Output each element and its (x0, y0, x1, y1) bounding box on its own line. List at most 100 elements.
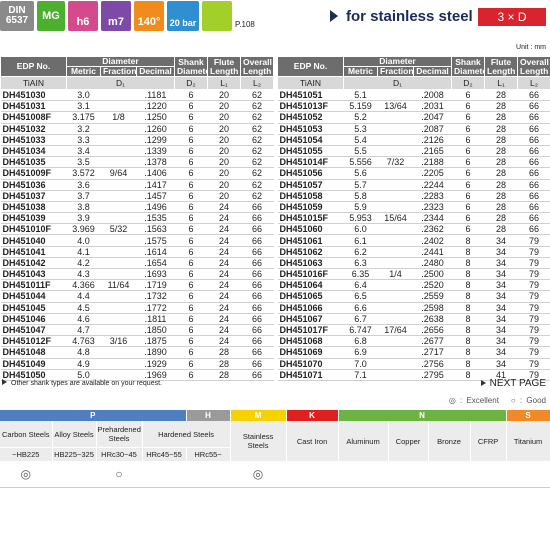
data-cell: 5.5 (343, 145, 378, 158)
data-cell: 6.4 (343, 279, 378, 292)
data-cell: 5.2 (343, 111, 378, 124)
data-row: DH451010F 3.969 5/32.1563 6 24 66 (0, 223, 274, 236)
ratio-badge: 3 × D (478, 8, 546, 26)
data-cell (377, 346, 414, 359)
data-cell: 3.6 (66, 179, 101, 191)
data-row: DH451033 3.3 .1299 6 20 62 (0, 134, 274, 146)
data-cell (377, 313, 414, 325)
data-row: DH451071 7.1 .2795 8 41 79 (277, 369, 550, 381)
data-row: DH451011F 4.366 11/64.1719 6 24 66 (0, 279, 274, 292)
data-cell: .1535 (136, 212, 175, 225)
data-cell: .1496 (136, 201, 175, 214)
data-cell: 79 (517, 346, 550, 359)
data-cell: 20 (207, 89, 241, 102)
data-cell: 3.1 (66, 100, 101, 113)
data-cell: .2344 (413, 212, 452, 225)
data-cell: 5.9 (343, 201, 378, 214)
data-cell: DH451034 (0, 145, 67, 158)
data-cell: 34 (484, 279, 518, 292)
data-cell: DH451066 (277, 302, 344, 314)
data-cell: DH451053 (277, 123, 344, 135)
hardness: HB225~325 (52, 447, 97, 461)
data-cell: .2500 (413, 268, 452, 281)
group-cell: H (186, 410, 231, 421)
data-cell: 5.0 (66, 369, 101, 381)
data-cell: .1250 (136, 111, 175, 124)
data-cell (100, 179, 137, 191)
data-cell: DH451016F (277, 268, 344, 281)
data-cell (100, 134, 137, 146)
data-cell: DH451044 (0, 290, 67, 303)
data-cell: 3.3 (66, 134, 101, 146)
data-cell: DH451009F (0, 167, 67, 180)
data-cell: 20 (207, 145, 241, 158)
data-cell: 6 (174, 111, 208, 124)
data-cell: .1299 (136, 134, 175, 146)
data-row: DH451016F 6.35 1/4.2500 8 34 79 (277, 268, 550, 281)
data-cell (100, 156, 137, 169)
legend: ◎ : Excellent ○ : Good (437, 396, 546, 405)
data-cell: 66 (240, 279, 274, 292)
data-cell: 66 (240, 268, 274, 281)
data-cell: .2677 (413, 335, 452, 348)
hardness-row: ~HB225 HB225~325 HRc30~45 HRc45~55 HRc55~ (0, 447, 550, 461)
header-row: MetricFractionalDecimal (1, 66, 274, 77)
data-cell: 66 (517, 145, 550, 158)
data-cell (100, 257, 137, 270)
legend-item: ◎ : Excellent (448, 396, 499, 405)
data-cell: DH451033 (0, 134, 67, 146)
data-cell: .1929 (136, 358, 175, 370)
data-cell: 20 (207, 123, 241, 135)
data-cell: 6 (451, 134, 485, 146)
data-cell: DH451046 (0, 313, 67, 325)
data-cell (100, 123, 137, 135)
data-cell: 8 (451, 324, 485, 337)
data-cell: 4.763 (66, 335, 101, 348)
data-cell: DH451070 (277, 358, 344, 370)
data-cell: 6 (174, 190, 208, 202)
data-cell: 6 (174, 290, 208, 303)
data-row: DH451051 5.1 .2008 6 28 66 (277, 89, 550, 102)
data-row: DH451058 5.8 .2283 6 28 66 (277, 190, 550, 202)
data-cell: 79 (517, 234, 550, 247)
data-cell: 3.5 (66, 156, 101, 169)
data-cell: 62 (240, 145, 274, 158)
data-cell: 79 (517, 290, 550, 303)
data-cell: DH451010F (0, 223, 67, 236)
data-cell: 6.747 (343, 324, 378, 337)
note: Other shank types are available on your … (2, 379, 162, 387)
data-cell: .1575 (136, 234, 175, 247)
data-cell: 8 (451, 313, 485, 325)
data-cell: DH451035 (0, 156, 67, 169)
data-cell: 3/16 (100, 335, 137, 348)
data-cell: 66 (240, 290, 274, 303)
data-cell: 6.5 (343, 290, 378, 303)
data-cell: 6 (174, 156, 208, 169)
data-cell: .2480 (413, 257, 452, 270)
data-cell: .2656 (413, 324, 452, 337)
sub-header-cell: L₂ (240, 76, 274, 90)
sub-header-cell: D₂ (451, 76, 485, 90)
data-cell: DH451051 (277, 89, 344, 102)
data-cell (377, 279, 414, 292)
data-row: DH451061 6.1 .2402 8 34 79 (277, 234, 550, 247)
data-cell: 79 (517, 324, 550, 337)
rating: ◎ (230, 461, 287, 488)
data-cell: 6 (174, 212, 208, 225)
data-cell: 4.8 (66, 346, 101, 359)
data-cell: .1339 (136, 145, 175, 158)
note-text: Other shank types are available on your … (11, 380, 162, 387)
arrow-icon (480, 380, 486, 386)
data-cell: 66 (517, 156, 550, 169)
material-name: Copper (388, 421, 429, 461)
data-cell: .1614 (136, 246, 175, 258)
data-cell: 24 (207, 279, 241, 292)
data-cell: 8 (451, 290, 485, 303)
data-row: DH451043 4.3 .1693 6 24 66 (0, 268, 274, 281)
data-cell: 6 (451, 179, 485, 191)
data-row: DH451009F 3.572 9/64.1406 6 20 62 (0, 167, 274, 180)
data-cell: DH451032 (0, 123, 67, 135)
data-row: DH451062 6.2 .2441 8 34 79 (277, 246, 550, 258)
